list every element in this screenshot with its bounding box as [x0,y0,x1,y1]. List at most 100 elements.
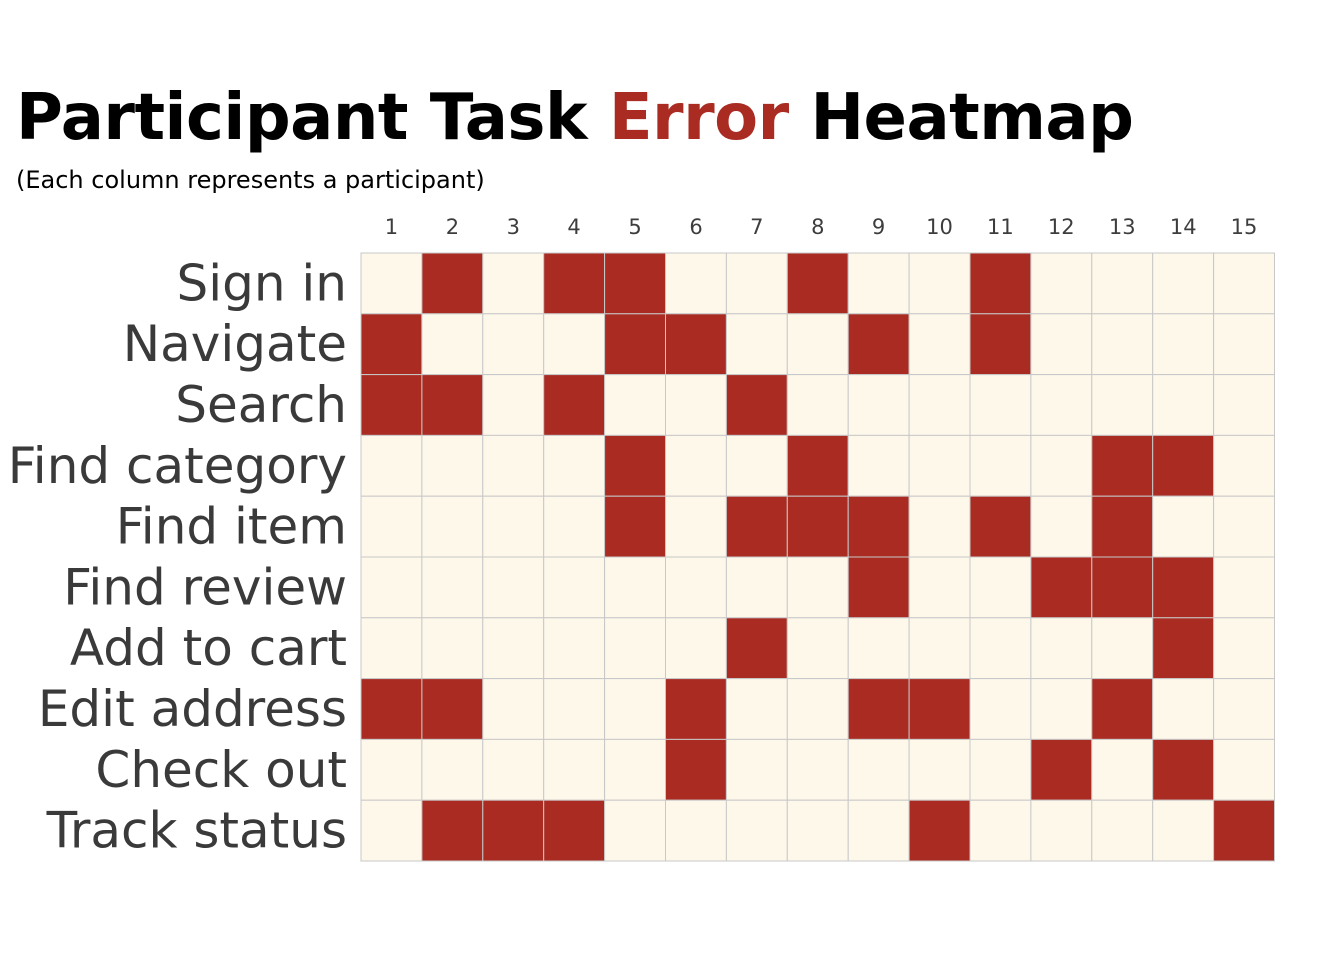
heatmap-cell-find-review-7 [725,556,788,619]
heatmap-cell-search-4 [543,374,606,436]
heatmap-cell-add-to-cart-6 [665,617,727,680]
heatmap-cell-add-to-cart-10 [908,617,971,680]
heatmap-cell-check-out-12 [1030,738,1093,801]
heatmap-cell-sign-in-14 [1152,252,1215,315]
heatmap-cell-edit-address-5 [604,678,666,740]
heatmap-cell-sign-in-6 [665,252,727,315]
heatmap-cell-find-item-2 [421,495,484,558]
heatmap-cell-add-to-cart-12 [1030,617,1093,680]
heatmap-cell-sign-in-11 [969,252,1032,315]
heatmap-cell-search-11 [969,374,1032,436]
heatmap-cell-track-status-6 [665,799,727,862]
heatmap-cell-navigate-2 [421,313,484,376]
heatmap-cell-check-out-8 [786,738,849,801]
heatmap-cell-find-category-3 [482,434,545,497]
heatmap-cell-add-to-cart-9 [847,617,910,680]
heatmap-cell-search-9 [847,374,910,436]
heatmap-cell-add-to-cart-4 [543,617,606,680]
column-label-11: 11 [987,215,1014,239]
heatmap-cell-navigate-10 [908,313,971,376]
heatmap-cell-find-item-12 [1030,495,1093,558]
heatmap-cell-check-out-2 [421,738,484,801]
heatmap-cell-track-status-13 [1091,799,1154,862]
heatmap-cell-sign-in-4 [543,252,606,315]
heatmap-cell-check-out-14 [1152,738,1215,801]
heatmap-cell-navigate-1 [360,313,423,376]
heatmap-cell-find-item-4 [543,495,606,558]
heatmap-cell-edit-address-15 [1213,678,1275,740]
heatmap-cell-edit-address-13 [1091,678,1154,740]
heatmap-cell-edit-address-3 [482,678,545,740]
heatmap-cell-find-category-7 [725,434,788,497]
row-label-navigate: Navigate [123,315,347,373]
heatmap-cell-find-item-11 [969,495,1032,558]
heatmap-cell-find-item-5 [604,495,666,558]
heatmap-cell-add-to-cart-5 [604,617,666,680]
heatmap-cell-find-item-7 [725,495,788,558]
heatmap-cell-navigate-6 [665,313,727,376]
heatmap-cell-track-status-4 [543,799,606,862]
heatmap-cell-sign-in-3 [482,252,545,315]
heatmap-cell-find-category-9 [847,434,910,497]
heatmap-cell-search-14 [1152,374,1215,436]
heatmap-cell-search-12 [1030,374,1093,436]
heatmap-cell-navigate-15 [1213,313,1275,376]
heatmap-cell-find-category-13 [1091,434,1154,497]
heatmap-cell-navigate-9 [847,313,910,376]
heatmap-cell-find-review-9 [847,556,910,619]
heatmap-cell-sign-in-9 [847,252,910,315]
heatmap-cell-search-10 [908,374,971,436]
heatmap-cell-check-out-10 [908,738,971,801]
heatmap-cell-add-to-cart-14 [1152,617,1215,680]
heatmap-cell-check-out-5 [604,738,666,801]
column-label-14: 14 [1170,215,1197,239]
heatmap-cell-edit-address-4 [543,678,606,740]
heatmap-cell-find-review-3 [482,556,545,619]
heatmap-cell-search-1 [360,374,423,436]
heatmap-cell-add-to-cart-1 [360,617,423,680]
heatmap-cell-search-6 [665,374,727,436]
heatmap-cell-find-category-8 [786,434,849,497]
heatmap-cell-search-8 [786,374,849,436]
heatmap-cell-edit-address-14 [1152,678,1215,740]
heatmap-cell-navigate-11 [969,313,1032,376]
heatmap-cell-check-out-11 [969,738,1032,801]
column-label-1: 1 [385,215,398,239]
heatmap-cell-search-3 [482,374,545,436]
row-label-track-status: Track status [46,802,347,860]
heatmap-cell-edit-address-6 [665,678,727,740]
heatmap-cell-check-out-3 [482,738,545,801]
heatmap-cell-find-item-10 [908,495,971,558]
column-label-3: 3 [507,215,520,239]
heatmap-cell-track-status-5 [604,799,666,862]
heatmap-cell-edit-address-10 [908,678,971,740]
heatmap-cell-find-category-5 [604,434,666,497]
heatmap-cell-find-category-11 [969,434,1032,497]
heatmap-cell-find-review-4 [543,556,606,619]
heatmap-cell-find-category-6 [665,434,727,497]
heatmap-cell-find-review-15 [1213,556,1275,619]
heatmap-cell-edit-address-11 [969,678,1032,740]
heatmap-cell-find-review-6 [665,556,727,619]
column-label-4: 4 [567,215,580,239]
heatmap-cell-find-review-11 [969,556,1032,619]
heatmap-cell-check-out-1 [360,738,423,801]
title-highlight: Error [608,81,789,155]
heatmap-cell-find-category-10 [908,434,971,497]
heatmap-cell-find-review-5 [604,556,666,619]
row-label-add-to-cart: Add to cart [70,619,347,677]
heatmap-cell-track-status-15 [1213,799,1275,862]
column-label-7: 7 [750,215,763,239]
row-label-sign-in: Sign in [176,254,347,312]
heatmap-cell-sign-in-15 [1213,252,1275,315]
heatmap-cell-track-status-8 [786,799,849,862]
column-label-10: 10 [926,215,953,239]
chart-title: Participant Task Error Heatmap [16,78,1134,158]
heatmap-cell-sign-in-7 [725,252,788,315]
heatmap-cell-find-item-1 [360,495,423,558]
heatmap-cell-search-7 [725,374,788,436]
heatmap-cell-add-to-cart-11 [969,617,1032,680]
row-label-edit-address: Edit address [38,680,347,738]
heatmap-cell-find-item-6 [665,495,727,558]
